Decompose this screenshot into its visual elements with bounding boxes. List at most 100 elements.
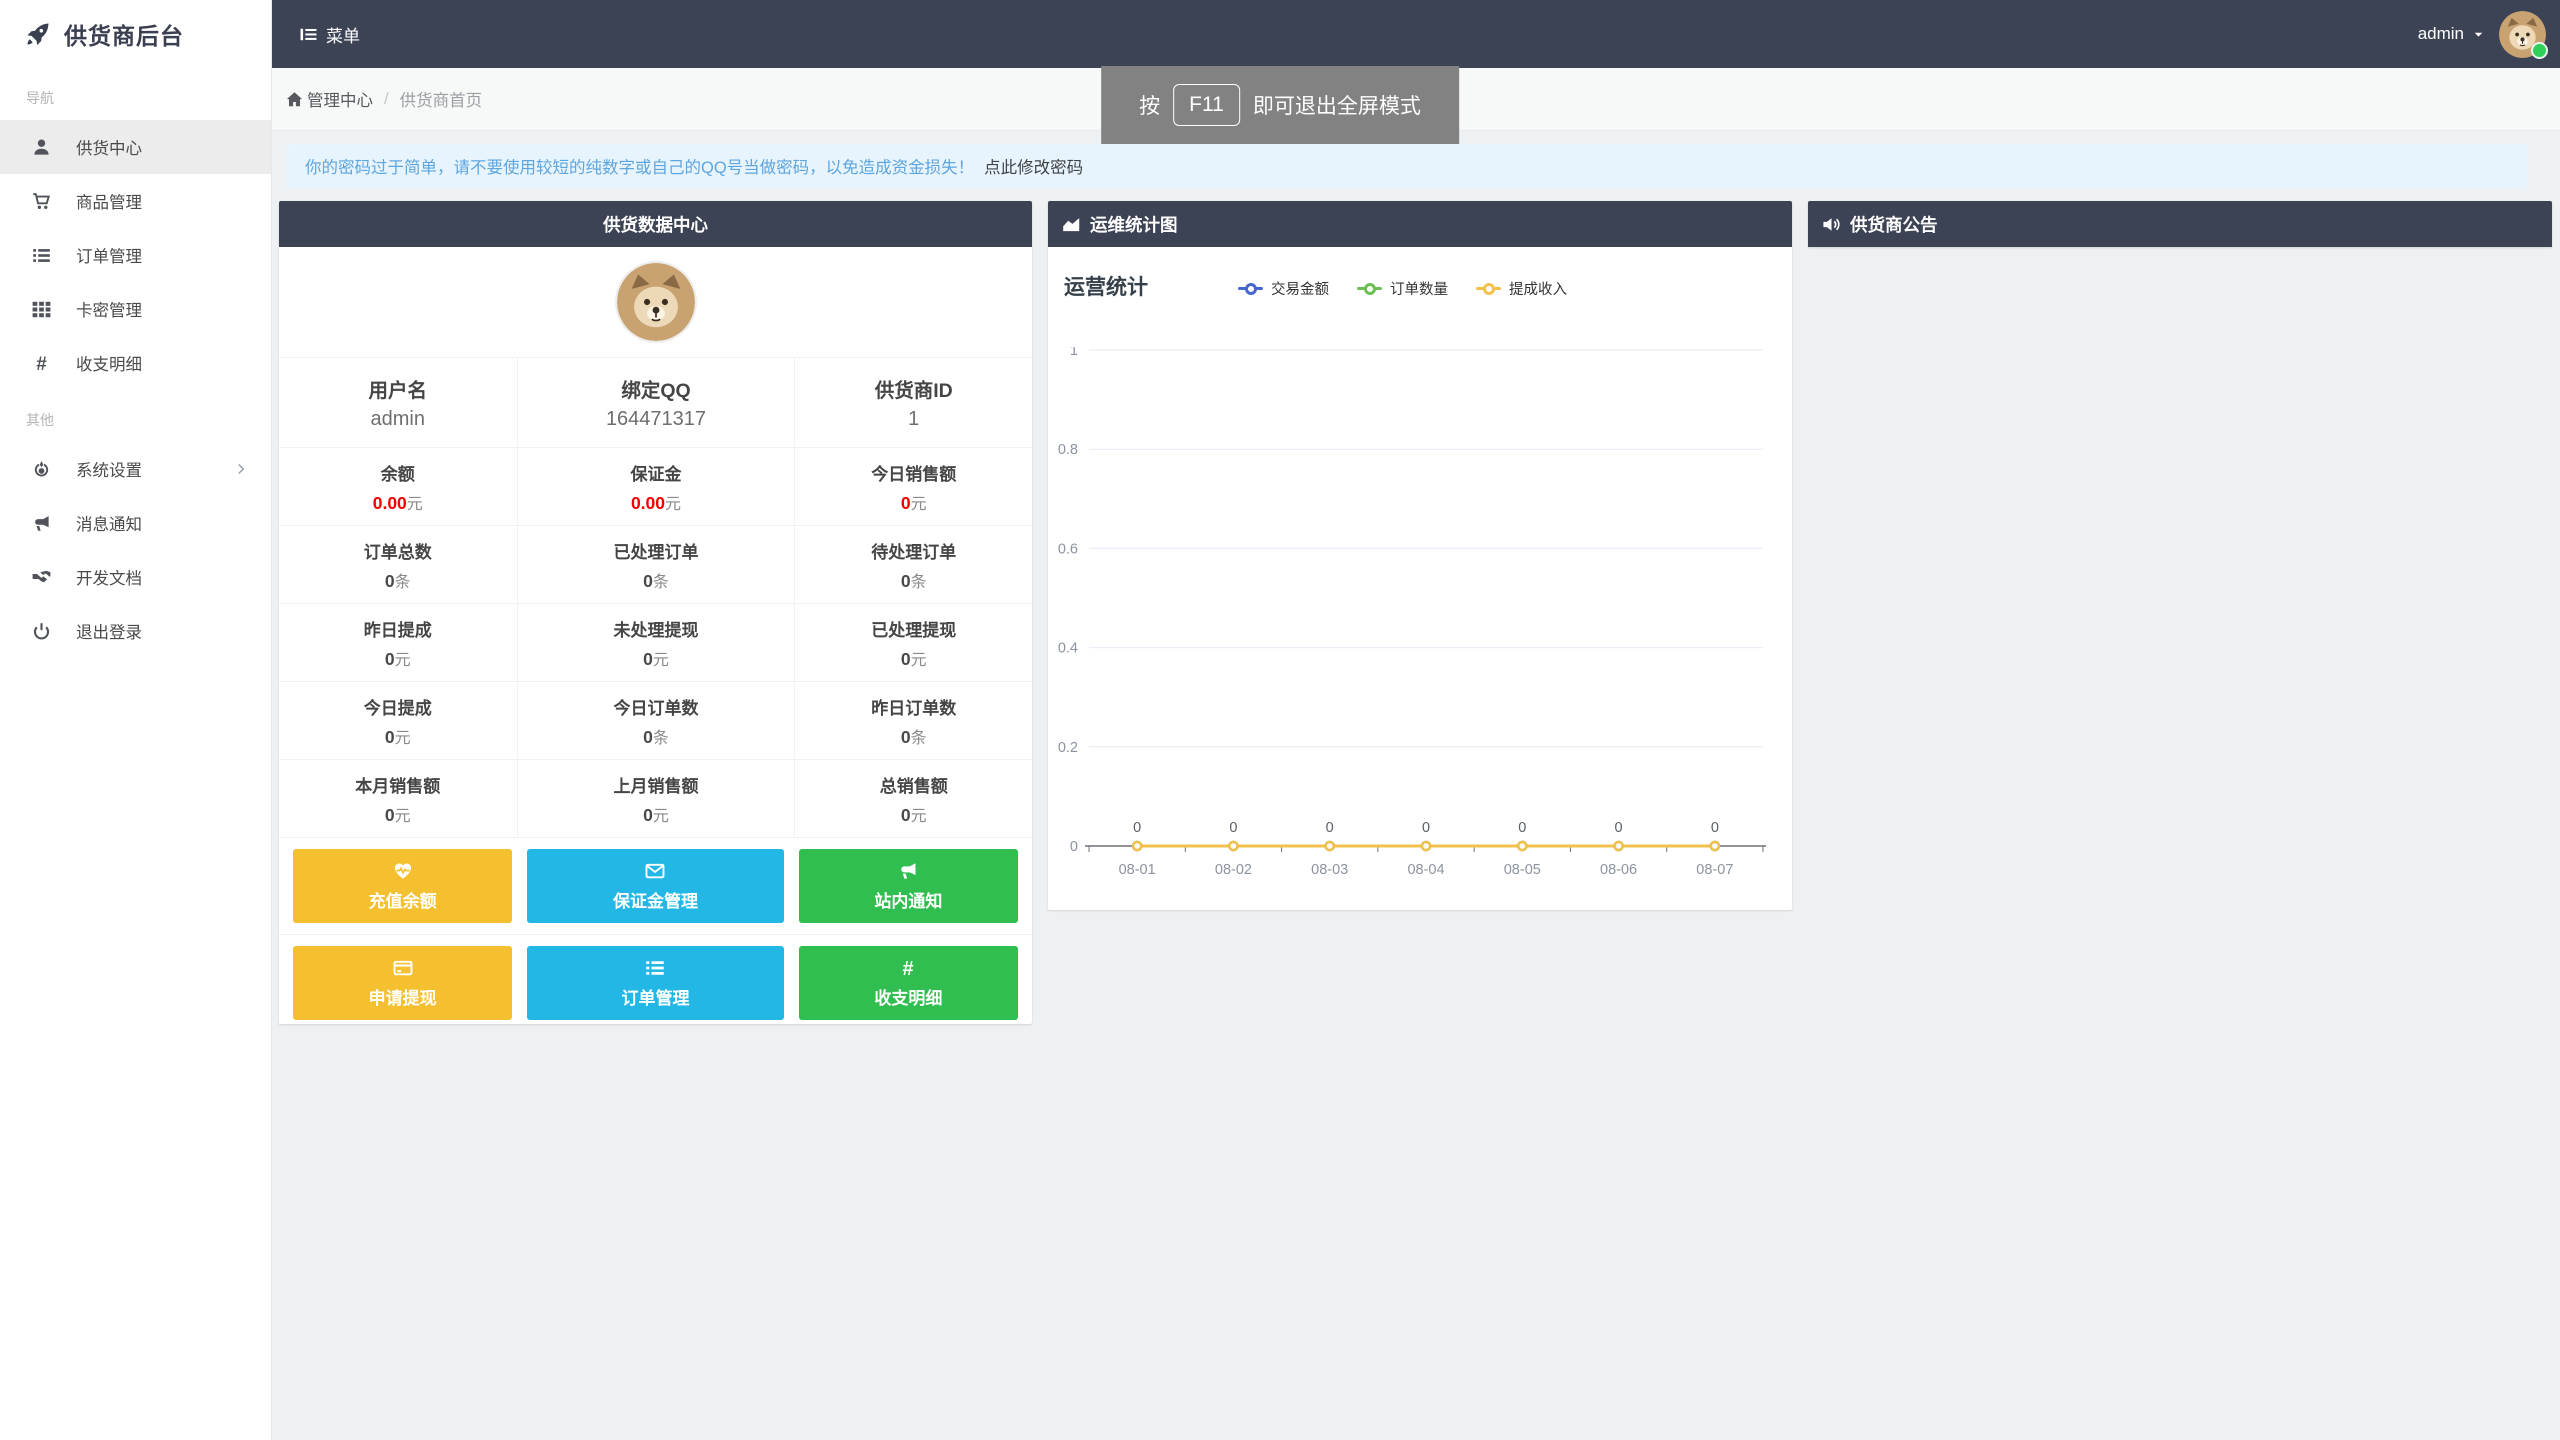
main-content: 你的密码过于简单，请不要使用较短的纯数字或自己的QQ号当做密码，以免造成资金损失… — [272, 130, 2560, 1440]
stat-value: 164471317 — [605, 408, 707, 430]
stat-value: 0 — [643, 804, 653, 825]
hash-icon: # — [30, 354, 52, 373]
stat-processed-orders: 已处理订单 0条 — [516, 526, 795, 603]
sidebar-item-supply-center[interactable]: 供货中心 — [0, 120, 271, 174]
power-icon — [30, 622, 52, 641]
sidebar-item-dev-docs[interactable]: 开发文档 — [0, 550, 271, 604]
legend-item[interactable]: 提成收入 — [1476, 278, 1567, 299]
grid-icon — [30, 300, 52, 319]
income-details-button[interactable]: # 收支明细 — [798, 946, 1018, 1020]
stat-value: admin — [370, 408, 425, 430]
menu-toggle-icon — [300, 26, 317, 43]
svg-text:0.6: 0.6 — [1058, 541, 1078, 557]
hash-icon: # — [898, 958, 918, 978]
deposit-manage-button[interactable]: 保证金管理 — [527, 849, 784, 923]
breadcrumb-root[interactable]: 管理中心 — [286, 87, 373, 111]
svg-text:0: 0 — [1133, 820, 1141, 836]
f11-key-badge: F11 — [1173, 84, 1240, 126]
svg-text:0: 0 — [1518, 820, 1526, 836]
menu-toggle-label: 菜单 — [326, 26, 360, 46]
card-icon — [393, 958, 413, 978]
quick-actions-row: 申请提现 订单管理 # 收支明细 — [279, 934, 1032, 1024]
recharge-balance-button[interactable]: 充值余额 — [293, 849, 513, 923]
breadcrumb-root-label: 管理中心 — [307, 92, 373, 110]
svg-text:08-07: 08-07 — [1696, 862, 1733, 878]
order-manage-button[interactable]: 订单管理 — [527, 946, 784, 1020]
stats-row: 订单总数 0条 已处理订单 0条 待处理订单 0条 — [279, 525, 1032, 603]
sidebar-item-label: 系统设置 — [76, 462, 142, 480]
stat-value: 0 — [643, 570, 653, 591]
sidebar-item-orders[interactable]: 订单管理 — [0, 228, 271, 282]
topbar: 菜单 admin — [272, 0, 2560, 68]
brand-title: 供货商后台 — [64, 23, 184, 49]
sidebar-item-notifications[interactable]: 消息通知 — [0, 496, 271, 550]
volume-icon — [1822, 215, 1841, 234]
announcement-panel: 供货商公告 — [1808, 201, 2552, 247]
avatar[interactable] — [2499, 10, 2548, 59]
announcement-header: 供货商公告 — [1808, 201, 2552, 247]
dog-avatar — [614, 261, 697, 343]
svg-text:0: 0 — [1711, 820, 1719, 836]
list-icon — [30, 246, 52, 265]
legend-item[interactable]: 订单数量 — [1357, 278, 1448, 299]
stat-total-orders: 订单总数 0条 — [363, 542, 432, 591]
stat-value: 0 — [900, 804, 911, 825]
sidebar-item-products[interactable]: 商品管理 — [0, 174, 271, 228]
rocket-icon — [26, 22, 50, 46]
sidebar-toggle-button[interactable]: 菜单 — [272, 0, 388, 68]
stats-row: 用户名 admin 绑定QQ 164471317 供货商ID 1 — [279, 357, 1032, 447]
svg-text:0.4: 0.4 — [1058, 641, 1078, 657]
chevron-right-icon — [235, 463, 247, 475]
sidebar-item-income-details[interactable]: # 收支明细 — [0, 336, 271, 390]
alert-message: 你的密码过于简单，请不要使用较短的纯数字或自己的QQ号当做密码，以免造成资金损失… — [305, 159, 975, 177]
stat-today-sales: 今日销售额 0元 — [794, 448, 1032, 525]
sidebar-item-system-settings[interactable]: 系统设置 — [0, 442, 271, 496]
sidebar-item-label: 退出登录 — [76, 624, 142, 642]
stat-total-sales: 总销售额 0元 — [794, 760, 1032, 837]
profile-avatar — [279, 247, 1032, 357]
stat-value: 0.00 — [630, 492, 666, 513]
toast-suffix: 即可退出全屏模式 — [1252, 95, 1421, 118]
svg-text:0.2: 0.2 — [1058, 740, 1078, 756]
online-status-dot — [2531, 41, 2548, 59]
username: admin — [2417, 24, 2464, 43]
apply-withdrawal-button[interactable]: 申请提现 — [293, 946, 513, 1020]
svg-text:1: 1 — [1070, 347, 1078, 359]
dog-avatar — [2499, 10, 2546, 58]
stat-processed-withdrawal: 已处理提现 0元 — [794, 604, 1032, 681]
stat-value: 0 — [384, 726, 395, 747]
legend-item[interactable]: 交易金额 — [1238, 278, 1329, 299]
chart-plot-area: 0 0.2 0.4 0.6 0.8 1 08-01 08-02 08-03 08-04 08-05 0… — [1048, 347, 1792, 907]
sidebar-item-card-keys[interactable]: 卡密管理 — [0, 282, 271, 336]
operations-chart-svg: 0 0.2 0.4 0.6 0.8 1 08-01 08-02 08-03 08-04 08-05 0… — [1058, 347, 1766, 878]
stat-balance: 余额 0.00元 — [372, 464, 423, 513]
site-notice-button[interactable]: 站内通知 — [798, 849, 1018, 923]
user-menu-trigger[interactable]: admin — [2418, 24, 2484, 44]
svg-text:08-05: 08-05 — [1504, 862, 1541, 878]
bullhorn-icon — [898, 861, 918, 881]
stat-value: 1 — [908, 408, 920, 430]
stat-supplier-id: 供货商ID 1 — [794, 358, 1032, 447]
bullhorn-icon — [30, 514, 52, 533]
stat-yesterday-commission: 昨日提成 0元 — [363, 620, 432, 669]
svg-text:08-06: 08-06 — [1600, 862, 1637, 878]
handshake-icon — [30, 568, 52, 587]
sidebar-item-logout[interactable]: 退出登录 — [0, 604, 271, 658]
chart-body: 运营统计 交易金额 订单数量 提成收入 0 0.2 0.4 0.6 0.8 1 08-01 08-… — [1048, 247, 1792, 910]
sidebar-item-label: 卡密管理 — [76, 302, 142, 320]
stat-value: 0.00 — [372, 492, 407, 513]
data-center-header: 供货数据中心 — [279, 201, 1032, 247]
stat-value: 0 — [900, 492, 911, 513]
chart-title: 运营统计 — [1064, 276, 1148, 299]
breadcrumb-separator: / — [384, 89, 389, 108]
change-password-link[interactable]: 点此修改密码 — [984, 159, 1084, 177]
stat-pending-orders: 待处理订单 0条 — [794, 526, 1032, 603]
quick-actions-row: 充值余额 保证金管理 站内通知 — [279, 837, 1032, 934]
svg-text:0: 0 — [1615, 820, 1623, 836]
password-warning-alert: 你的密码过于简单，请不要使用较短的纯数字或自己的QQ号当做密码，以免造成资金损失… — [287, 144, 2528, 188]
user-icon — [30, 138, 52, 157]
stat-last-month-sales: 上月销售额 0元 — [516, 760, 795, 837]
sidebar-item-label: 商品管理 — [76, 194, 142, 212]
stat-today-order-count: 今日订单数 0条 — [516, 682, 795, 759]
heartbeat-icon — [393, 861, 413, 881]
